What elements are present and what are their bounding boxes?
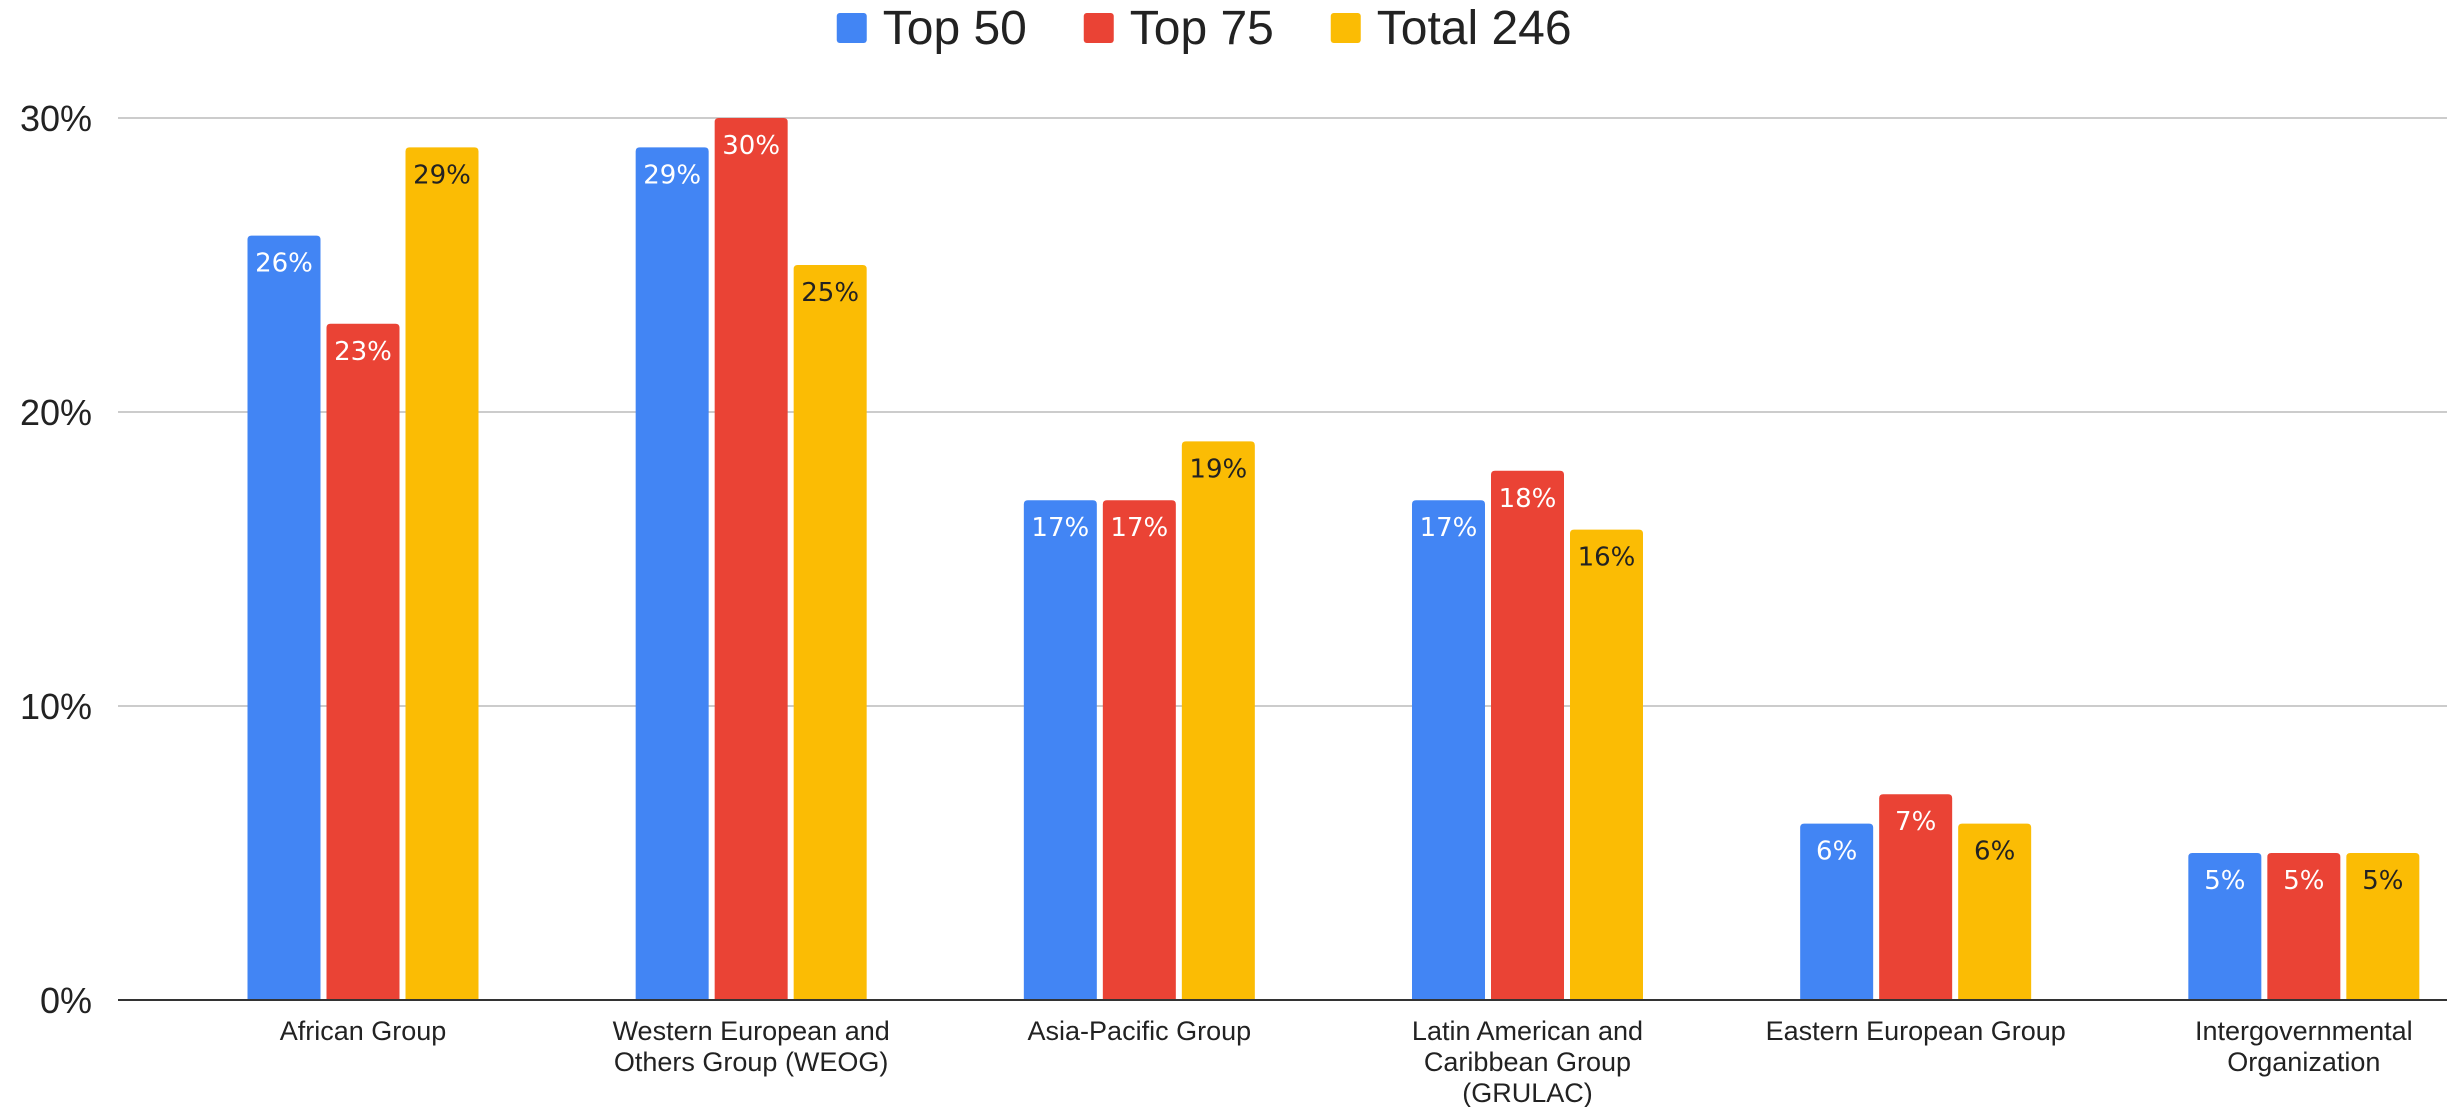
y-tick-label: 10% xyxy=(20,686,92,727)
bar xyxy=(714,118,788,1000)
x-category-label: Organization xyxy=(2227,1047,2380,1077)
data-label: 5% xyxy=(2204,866,2245,896)
data-label: 7% xyxy=(1895,807,1936,837)
bar xyxy=(1412,500,1485,1000)
bar xyxy=(1958,823,2032,1000)
data-label: 29% xyxy=(643,160,701,190)
bar xyxy=(1879,794,1953,1000)
data-label: 6% xyxy=(1974,837,2015,867)
legend-label: Top 50 xyxy=(883,2,1027,55)
bar xyxy=(1102,500,1176,1000)
x-category-label: Western European and xyxy=(613,1016,890,1046)
data-label: 6% xyxy=(1816,837,1857,867)
y-tick-label: 20% xyxy=(20,392,92,433)
bar xyxy=(2267,853,2341,1000)
bar xyxy=(326,323,400,1000)
bar xyxy=(1491,470,1564,1000)
bar xyxy=(2188,853,2262,1000)
bar xyxy=(1181,441,1255,1000)
x-category-label: African Group xyxy=(280,1016,447,1046)
data-label: 23% xyxy=(334,337,392,367)
x-category-label: Latin American and xyxy=(1412,1016,1643,1046)
legend-swatch xyxy=(836,13,867,43)
data-label: 26% xyxy=(255,249,313,279)
data-label: 17% xyxy=(1110,513,1168,543)
bar xyxy=(2346,853,2420,1000)
bar xyxy=(1800,823,1874,1000)
legend-swatch xyxy=(1083,13,1114,43)
bar xyxy=(635,147,709,1000)
x-category-label: Caribbean Group xyxy=(1424,1047,1631,1077)
data-label: 19% xyxy=(1189,454,1247,484)
legend-label: Top 75 xyxy=(1130,2,1274,55)
data-label: 16% xyxy=(1578,543,1636,573)
bar xyxy=(247,235,321,1001)
x-category-label: Others Group (WEOG) xyxy=(614,1047,889,1077)
bar xyxy=(405,147,479,1000)
bar xyxy=(1570,529,1643,1000)
x-category-label: Asia-Pacific Group xyxy=(1028,1016,1252,1046)
data-label: 18% xyxy=(1499,484,1557,514)
bar xyxy=(1023,500,1097,1000)
data-label: 29% xyxy=(413,160,471,190)
legend-label: Total 246 xyxy=(1377,2,1572,55)
data-label: 17% xyxy=(1031,513,1089,543)
x-category-label: Intergovernmental xyxy=(2195,1016,2413,1046)
x-category-label: (GRULAC) xyxy=(1462,1078,1593,1107)
bar xyxy=(793,265,867,1000)
y-tick-label: 30% xyxy=(20,98,92,139)
y-tick-label: 0% xyxy=(40,980,92,1021)
x-category-label: Eastern European Group xyxy=(1766,1016,2066,1046)
legend-swatch xyxy=(1330,13,1361,43)
data-label: 30% xyxy=(722,131,780,161)
data-label: 5% xyxy=(2283,866,2324,896)
data-label: 17% xyxy=(1420,513,1478,543)
data-label: 5% xyxy=(2362,866,2403,896)
data-label: 25% xyxy=(801,278,859,308)
